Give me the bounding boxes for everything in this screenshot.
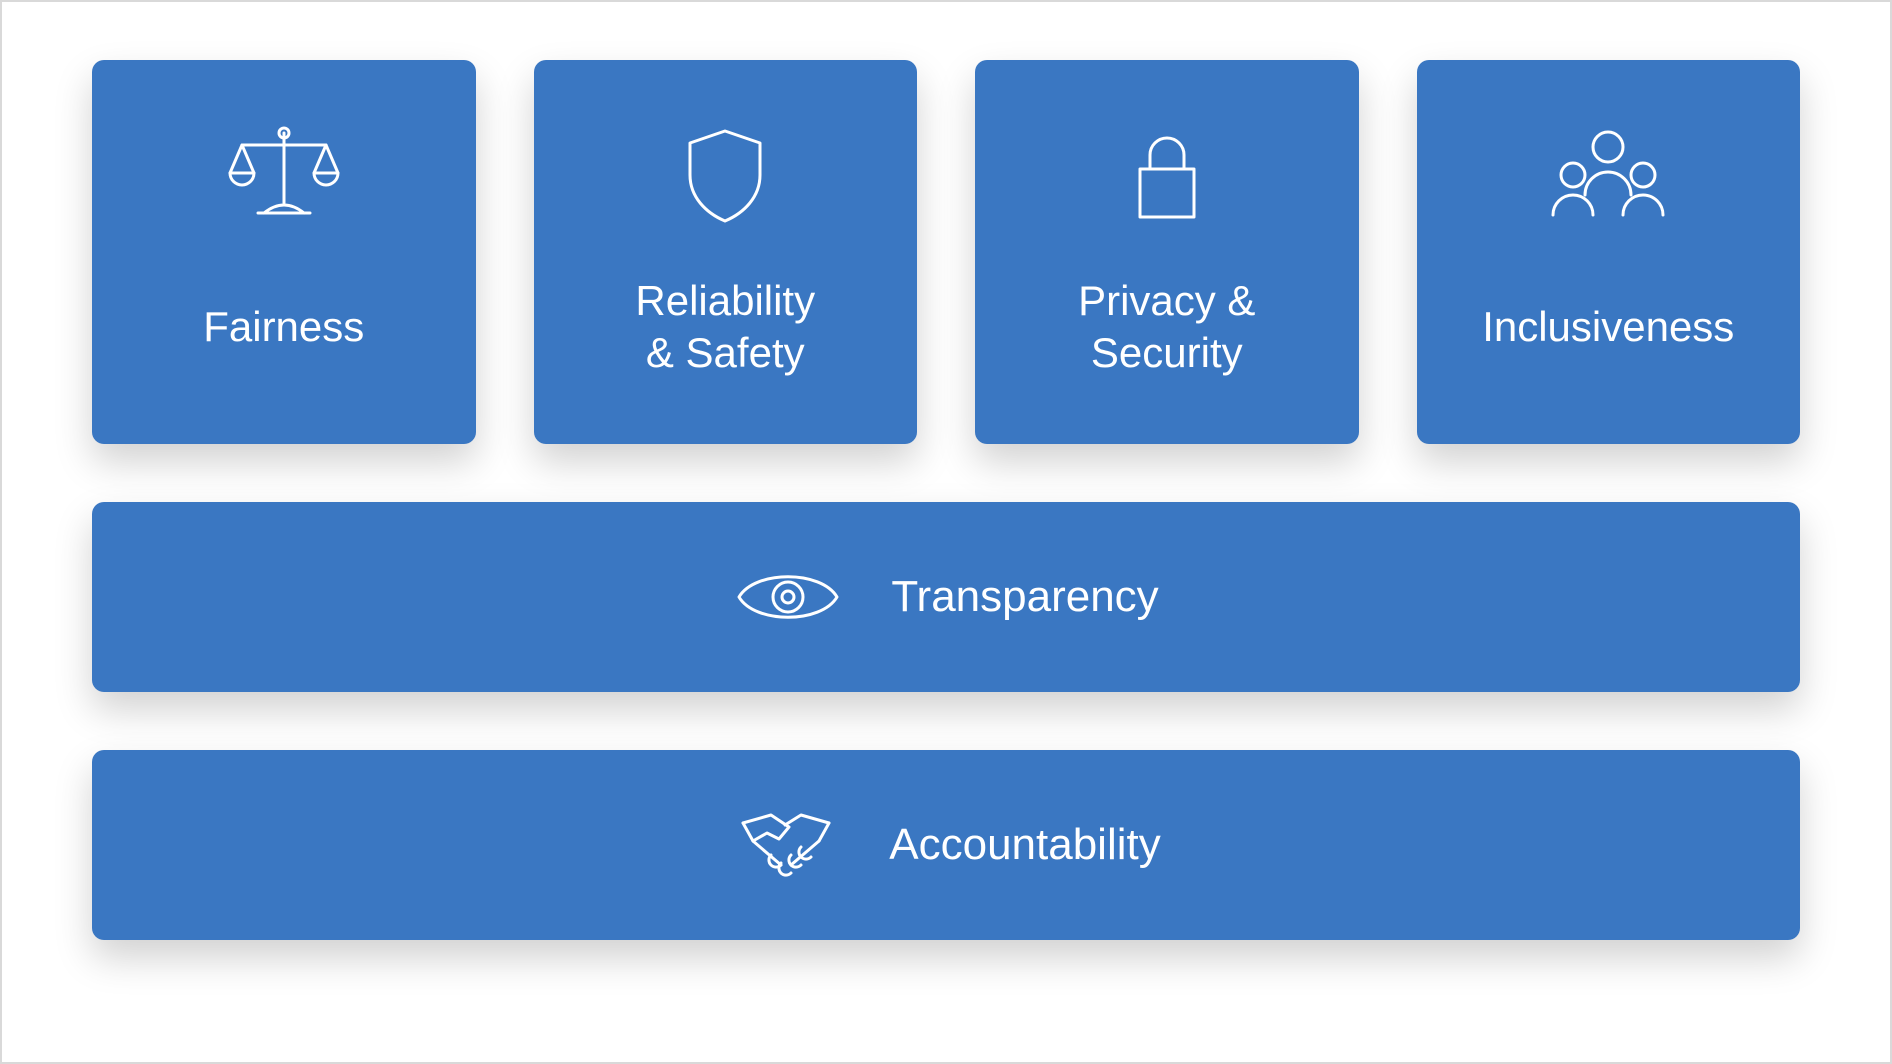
card-label: Transparency bbox=[891, 572, 1158, 622]
people-icon bbox=[1543, 110, 1673, 240]
card-label: Accountability bbox=[889, 820, 1160, 870]
card-accountability: Accountability bbox=[92, 750, 1800, 940]
eye-icon bbox=[733, 562, 843, 632]
shield-icon bbox=[680, 110, 770, 240]
diagram-frame: Fairness Reliability & Safety Privacy & … bbox=[0, 0, 1892, 1064]
handshake-icon bbox=[731, 805, 841, 885]
top-row: Fairness Reliability & Safety Privacy & … bbox=[92, 60, 1800, 444]
lock-icon bbox=[1122, 110, 1212, 240]
card-inclusiveness: Inclusiveness bbox=[1417, 60, 1801, 444]
scales-icon bbox=[224, 110, 344, 240]
card-privacy-security: Privacy & Security bbox=[975, 60, 1359, 444]
card-label: Privacy & Security bbox=[1068, 240, 1265, 414]
card-fairness: Fairness bbox=[92, 60, 476, 444]
card-label: Fairness bbox=[193, 240, 374, 414]
card-label: Reliability & Safety bbox=[625, 240, 825, 414]
card-reliability-safety: Reliability & Safety bbox=[534, 60, 918, 444]
card-label: Inclusiveness bbox=[1472, 240, 1744, 414]
card-transparency: Transparency bbox=[92, 502, 1800, 692]
